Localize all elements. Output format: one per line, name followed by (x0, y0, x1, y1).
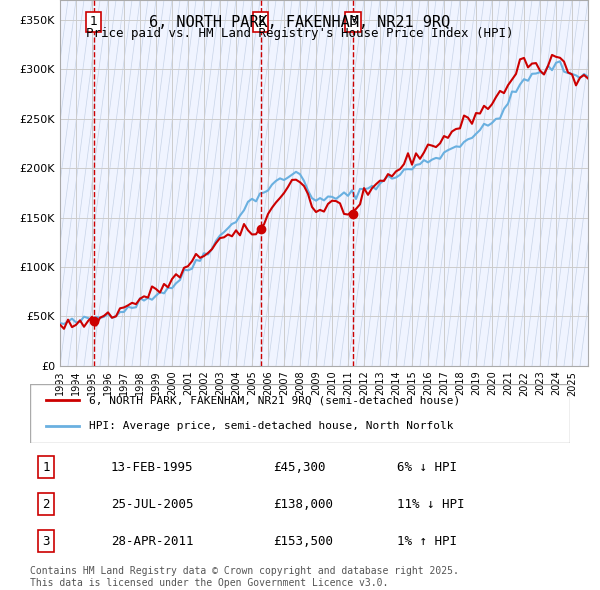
Text: 28-APR-2011: 28-APR-2011 (111, 535, 193, 548)
Text: £45,300: £45,300 (273, 461, 325, 474)
Text: £138,000: £138,000 (273, 497, 333, 511)
Text: 6% ↓ HPI: 6% ↓ HPI (397, 461, 457, 474)
Text: 2: 2 (257, 15, 265, 28)
Text: 1: 1 (43, 461, 50, 474)
Text: 6, NORTH PARK, FAKENHAM, NR21 9RQ (semi-detached house): 6, NORTH PARK, FAKENHAM, NR21 9RQ (semi-… (89, 395, 461, 405)
Text: 3: 3 (43, 535, 50, 548)
Text: 11% ↓ HPI: 11% ↓ HPI (397, 497, 465, 511)
Text: 2: 2 (43, 497, 50, 511)
Text: 25-JUL-2005: 25-JUL-2005 (111, 497, 193, 511)
Text: 1% ↑ HPI: 1% ↑ HPI (397, 535, 457, 548)
Text: 13-FEB-1995: 13-FEB-1995 (111, 461, 193, 474)
Text: Contains HM Land Registry data © Crown copyright and database right 2025.
This d: Contains HM Land Registry data © Crown c… (30, 566, 459, 588)
Text: £153,500: £153,500 (273, 535, 333, 548)
Text: HPI: Average price, semi-detached house, North Norfolk: HPI: Average price, semi-detached house,… (89, 421, 454, 431)
Text: 1: 1 (89, 15, 98, 28)
Text: Price paid vs. HM Land Registry's House Price Index (HPI): Price paid vs. HM Land Registry's House … (86, 27, 514, 40)
Text: 6, NORTH PARK, FAKENHAM, NR21 9RQ: 6, NORTH PARK, FAKENHAM, NR21 9RQ (149, 15, 451, 30)
Text: 3: 3 (349, 15, 357, 28)
